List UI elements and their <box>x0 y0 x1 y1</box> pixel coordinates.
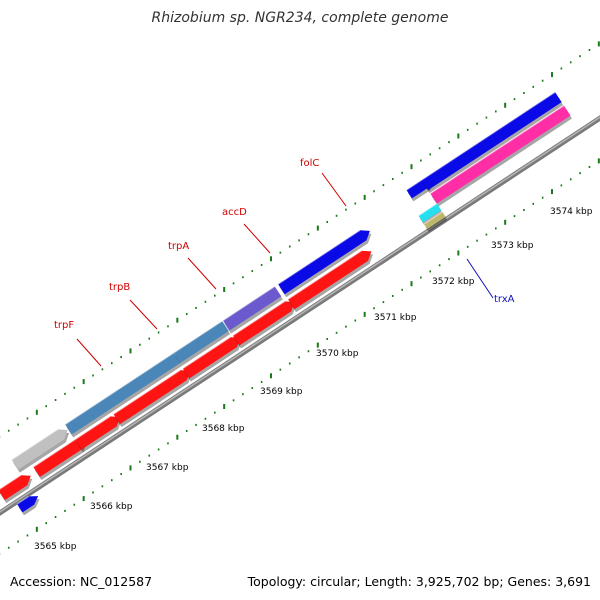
kbp-label-3571: 3571 kbp <box>374 313 417 323</box>
blue-gene-folC <box>277 229 372 298</box>
kbp-label-3572: 3572 kbp <box>432 277 475 287</box>
label-leaders <box>76 172 494 367</box>
accD-leader <box>243 223 271 254</box>
cyan-gene-trxA <box>418 202 443 226</box>
gene-label-folC[interactable]: folC <box>300 158 319 169</box>
red-feature <box>74 415 122 453</box>
red-feature <box>287 250 373 313</box>
page-title: Rhizobium sp. NGR234, complete genome <box>151 10 449 26</box>
genome-summary: Topology: circular; Length: 3,925,702 bp… <box>247 574 591 589</box>
gray-gene <box>11 428 70 473</box>
inner-tick-track <box>0 158 600 555</box>
trpA-leader <box>187 257 217 290</box>
kbp-label-3566: 3566 kbp <box>90 502 133 512</box>
gene-label-trpF[interactable]: trpF <box>54 320 74 331</box>
genome-backbone <box>0 115 600 516</box>
accession-label: Accession: NC_012587 <box>10 574 153 589</box>
trxA-leader <box>466 258 494 299</box>
blue-gene-long <box>421 91 564 194</box>
red-feature <box>232 300 297 349</box>
red-feature <box>0 474 33 504</box>
outer-tick-track <box>0 41 600 438</box>
steel-blue-gene-trpA <box>173 320 231 366</box>
pink-feature-long <box>429 104 572 207</box>
kbp-label-3574: 3574 kbp <box>550 207 593 217</box>
genome-backbone-highlight <box>0 116 600 513</box>
gene-label-trxA[interactable]: trxA <box>494 294 515 305</box>
red-feature <box>32 438 87 480</box>
kbp-label-3569: 3569 kbp <box>260 387 303 397</box>
red-feature <box>182 336 242 382</box>
folC-leader <box>321 172 347 207</box>
kbp-label-3567: 3567 kbp <box>146 463 189 473</box>
gene-label-accD[interactable]: accD <box>222 207 247 218</box>
gene-label-trpB[interactable]: trpB <box>109 282 130 293</box>
kbp-label-3570: 3570 kbp <box>316 349 359 359</box>
kbp-label-3573: 3573 kbp <box>491 241 534 251</box>
khaki-gene <box>423 211 448 232</box>
gene-label-trpA[interactable]: trpA <box>168 241 189 252</box>
red-feature <box>113 369 192 428</box>
kbp-label-3565: 3565 kbp <box>34 542 77 552</box>
kbp-label-3568: 3568 kbp <box>202 424 245 434</box>
trpB-leader <box>129 299 158 330</box>
blue-gene-arrow <box>16 495 40 516</box>
purple-gene-accD <box>222 285 283 334</box>
trpF-leader <box>76 338 102 367</box>
steel-blue-gene-trpB-trpF <box>64 352 182 438</box>
feature-track <box>0 91 572 516</box>
